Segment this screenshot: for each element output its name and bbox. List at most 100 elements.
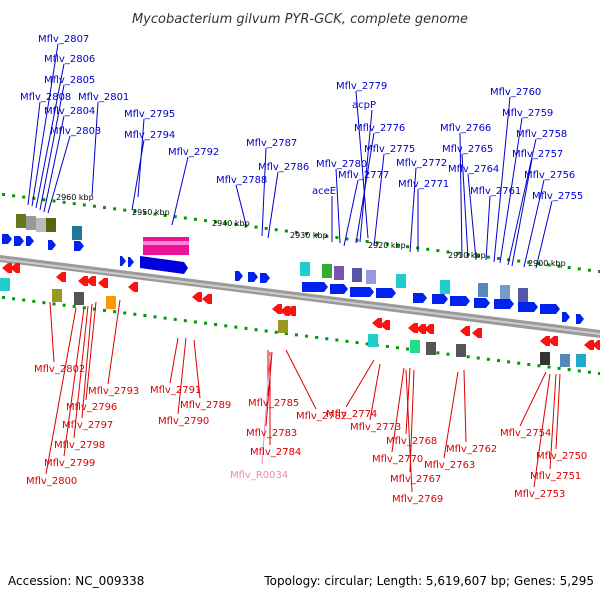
forward-gene-label: Mflv_2795 <box>124 109 175 120</box>
forward-tick <box>507 258 511 262</box>
reverse-tick <box>466 355 470 359</box>
reverse-leader <box>45 307 77 475</box>
reverse-tick <box>22 298 26 302</box>
reverse-tick <box>486 357 490 361</box>
forward-gene-box <box>440 280 450 294</box>
reverse-tick <box>517 361 521 365</box>
reverse-gene-label: Mflv_2799 <box>44 458 95 469</box>
reverse-tick <box>355 341 359 345</box>
reverse-tick <box>204 321 208 325</box>
reverse-gene-box <box>560 354 570 367</box>
forward-tick <box>264 226 268 230</box>
forward-tick <box>577 267 581 271</box>
ruler-label: 2960 kbp <box>56 193 94 202</box>
reverse-gene-box <box>456 344 466 357</box>
reverse-tick <box>385 344 389 348</box>
reverse-tick <box>143 314 147 318</box>
reverse-leader <box>463 369 467 443</box>
forward-leader <box>493 96 511 263</box>
map-title: Mycobacterium gilvum PYR-GCK, complete g… <box>132 12 468 27</box>
reverse-tick <box>82 306 86 310</box>
reverse-gene-label: Mflv_2798 <box>54 440 105 451</box>
reverse-tick <box>113 310 117 314</box>
forward-tick <box>193 217 197 221</box>
reverse-tick <box>133 312 137 316</box>
reverse-gene-label: Mflv_2762 <box>446 444 497 455</box>
forward-gene-box <box>334 266 344 280</box>
forward-gene-arrow <box>260 273 270 283</box>
ruler-label: 2930 kbp <box>290 231 328 240</box>
forward-gene-arrow <box>235 271 243 281</box>
reverse-tick <box>12 297 16 301</box>
reverse-gene-arrow <box>424 324 434 334</box>
reverse-tick <box>193 320 197 324</box>
reverse-tick <box>153 315 157 319</box>
forward-gene-label: Mflv_2787 <box>246 138 297 149</box>
reverse-tick <box>496 359 500 363</box>
reverse-gene-label: Mflv_2790 <box>158 416 209 427</box>
reverse-tick <box>325 337 329 341</box>
forward-gene-label: aceE <box>312 186 336 197</box>
forward-gene-box <box>518 288 528 302</box>
forward-gene-arrow <box>74 241 84 251</box>
forward-tick <box>598 270 600 273</box>
reverse-tick <box>103 308 107 312</box>
forward-leader <box>335 168 341 244</box>
reverse-tick <box>52 302 56 306</box>
reverse-tick <box>72 305 76 309</box>
forward-gene-arrow <box>576 314 584 324</box>
forward-gene-label: Mflv_2760 <box>490 87 541 98</box>
reverse-gene-box <box>0 278 10 291</box>
forward-gene-box <box>322 264 332 278</box>
forward-gene-label: Mflv_2806 <box>44 54 95 65</box>
forward-tick <box>72 202 76 206</box>
reverse-leader <box>63 307 85 457</box>
reverse-gene-label: Mflv_2750 <box>536 451 587 462</box>
forward-gene-label: Mflv_2805 <box>44 75 95 86</box>
forward-tick <box>224 221 228 225</box>
forward-tick <box>274 228 278 232</box>
reverse-gene-arrow <box>380 320 390 330</box>
forward-gene-label: Mflv_2801 <box>78 92 129 103</box>
reverse-gene-arrow <box>86 276 96 286</box>
reverse-gene-label: Mflv_2800 <box>26 476 77 487</box>
reverse-leader <box>533 373 551 488</box>
forward-gene-block <box>140 256 188 274</box>
forward-leader <box>359 109 373 243</box>
reverse-leader <box>81 303 93 419</box>
forward-tick <box>385 242 389 246</box>
reverse-tick <box>587 370 591 374</box>
reverse-tick <box>345 339 349 343</box>
forward-tick <box>294 230 298 234</box>
reverse-gene-label: Mflv_2773 <box>350 422 401 433</box>
reverse-tick <box>62 303 66 307</box>
reverse-gene-label: Mflv_2782 <box>296 411 347 422</box>
forward-tick <box>204 219 208 223</box>
forward-tick <box>476 254 480 258</box>
reverse-gene-label: Mflv_2796 <box>66 402 117 413</box>
forward-tick <box>153 212 157 216</box>
reverse-tick <box>365 342 369 346</box>
forward-leader <box>467 173 477 261</box>
reverse-tick <box>284 332 288 336</box>
forward-leader <box>459 132 463 258</box>
reverse-tick <box>527 362 531 366</box>
forward-tick <box>32 196 36 200</box>
reverse-tick <box>234 325 238 329</box>
reverse-gene-arrow <box>272 304 282 314</box>
forward-gene-arrow <box>413 293 427 303</box>
reverse-tick <box>305 334 309 338</box>
forward-tick <box>305 232 309 236</box>
forward-gene-arrow <box>248 272 258 282</box>
forward-gene-arrow <box>2 234 12 244</box>
forward-gene-box <box>396 274 406 288</box>
reverse-gene-label: Mflv_2768 <box>386 436 437 447</box>
forward-gene-arrow <box>376 288 396 298</box>
label-layer: 2960 kbp 2950 kbp 2940 kbp 2930 kbp 2920 kbp… <box>20 34 587 505</box>
forward-leader <box>355 90 369 239</box>
forward-gene-box <box>46 218 56 232</box>
reverse-gene-box <box>426 342 436 355</box>
forward-leader <box>39 84 65 211</box>
reverse-leader <box>519 371 547 427</box>
topology-text: Topology: circular; Length: 5,619,607 bp… <box>264 574 594 588</box>
